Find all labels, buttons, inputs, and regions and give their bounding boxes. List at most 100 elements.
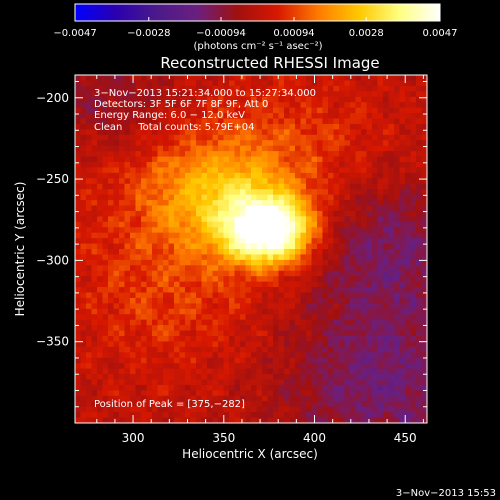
heatmap-pixel — [372, 205, 378, 212]
heatmap-pixel — [146, 406, 153, 413]
heatmap-pixel — [97, 162, 103, 168]
heatmap-pixel — [399, 118, 406, 125]
heatmap-pixel — [130, 319, 136, 326]
heatmap-pixel — [339, 151, 345, 157]
heatmap-pixel — [267, 205, 274, 212]
heatmap-pixel — [146, 107, 153, 114]
heatmap-pixel — [251, 118, 257, 125]
heatmap-pixel — [317, 379, 323, 386]
heatmap-pixel — [350, 357, 356, 364]
heatmap-pixel — [135, 221, 142, 228]
heatmap-pixel — [157, 194, 164, 201]
heatmap-pixel — [124, 238, 131, 244]
heatmap-pixel — [207, 395, 213, 402]
heatmap-pixel — [174, 287, 180, 293]
heatmap-pixel — [240, 221, 246, 228]
heatmap-pixel — [355, 287, 362, 293]
heatmap-pixel — [152, 401, 158, 408]
heatmap-pixel — [289, 102, 296, 109]
heatmap-pixel — [80, 227, 87, 234]
heatmap-pixel — [157, 91, 164, 98]
heatmap-pixel — [91, 151, 98, 157]
heatmap-pixel — [344, 194, 351, 201]
heatmap-pixel — [355, 259, 362, 266]
heatmap-pixel — [394, 417, 400, 424]
heatmap-pixel — [388, 183, 395, 190]
heatmap-pixel — [97, 189, 103, 196]
heatmap-pixel — [355, 178, 362, 185]
heatmap-pixel — [146, 325, 153, 331]
heatmap-pixel — [185, 287, 191, 293]
heatmap-pixel — [146, 379, 153, 386]
heatmap-pixel — [168, 363, 175, 370]
heatmap-pixel — [278, 172, 285, 179]
heatmap-pixel — [284, 346, 290, 353]
heatmap-pixel — [251, 113, 257, 119]
heatmap-pixel — [207, 281, 213, 288]
heatmap-pixel — [361, 140, 367, 147]
heatmap-pixel — [339, 406, 345, 413]
heatmap-pixel — [300, 384, 307, 391]
heatmap-pixel — [113, 80, 120, 87]
heatmap-pixel — [212, 379, 219, 386]
heatmap-pixel — [113, 238, 120, 244]
heatmap-pixel — [289, 151, 296, 157]
heatmap-pixel — [273, 232, 279, 239]
heatmap-pixel — [372, 162, 378, 168]
heatmap-pixel — [108, 341, 114, 348]
heatmap-pixel — [273, 243, 279, 250]
heatmap-pixel — [207, 91, 213, 98]
heatmap-pixel — [383, 303, 389, 310]
heatmap-pixel — [344, 379, 351, 386]
heatmap-pixel — [113, 270, 120, 277]
heatmap-pixel — [80, 238, 87, 244]
heatmap-pixel — [86, 390, 92, 397]
heatmap-pixel — [262, 259, 268, 266]
heatmap-pixel — [333, 352, 340, 359]
heatmap-pixel — [119, 140, 125, 147]
heatmap-pixel — [97, 134, 103, 141]
heatmap-pixel — [207, 384, 213, 391]
heatmap-pixel — [212, 232, 219, 239]
heatmap-pixel — [289, 395, 296, 402]
heatmap-pixel — [124, 308, 131, 315]
heatmap-pixel — [102, 210, 109, 217]
heatmap-pixel — [229, 227, 235, 234]
heatmap-pixel — [108, 395, 114, 402]
heatmap-pixel — [328, 189, 334, 196]
heatmap-pixel — [75, 145, 81, 152]
heatmap-pixel — [416, 102, 422, 109]
heatmap-pixel — [262, 151, 268, 157]
heatmap-pixel — [256, 319, 263, 326]
heatmap-pixel — [190, 417, 197, 424]
heatmap-pixel — [124, 216, 131, 223]
heatmap-pixel — [306, 357, 312, 364]
colorbar-tick-label: 0.00094 — [273, 28, 314, 39]
heatmap-pixel — [146, 216, 153, 223]
heatmap-pixel — [405, 102, 411, 109]
heatmap-pixel — [416, 194, 422, 201]
heatmap-pixel — [108, 319, 114, 326]
heatmap-pixel — [190, 96, 197, 103]
plot-frame — [74, 74, 428, 424]
heatmap-pixel — [416, 270, 422, 277]
heatmap-pixel — [350, 85, 356, 92]
heatmap-pixel — [91, 118, 98, 125]
heatmap-pixel — [141, 357, 147, 364]
heatmap-pixel — [80, 314, 87, 321]
heatmap-pixel — [240, 254, 246, 261]
heatmap-pixel — [383, 194, 389, 201]
heatmap-pixel — [311, 96, 318, 103]
heatmap-pixel — [306, 80, 312, 87]
heatmap-pixel — [152, 330, 158, 337]
heatmap-pixel — [108, 249, 114, 255]
heatmap-pixel — [163, 374, 169, 380]
heatmap-pixel — [108, 363, 114, 370]
heatmap-pixel — [91, 412, 98, 418]
heatmap-pixel — [218, 325, 224, 331]
heatmap-pixel — [262, 336, 268, 342]
heatmap-pixel — [394, 395, 400, 402]
heatmap-pixel — [163, 308, 169, 315]
heatmap-pixel — [201, 140, 208, 147]
heatmap-pixel — [113, 395, 120, 402]
